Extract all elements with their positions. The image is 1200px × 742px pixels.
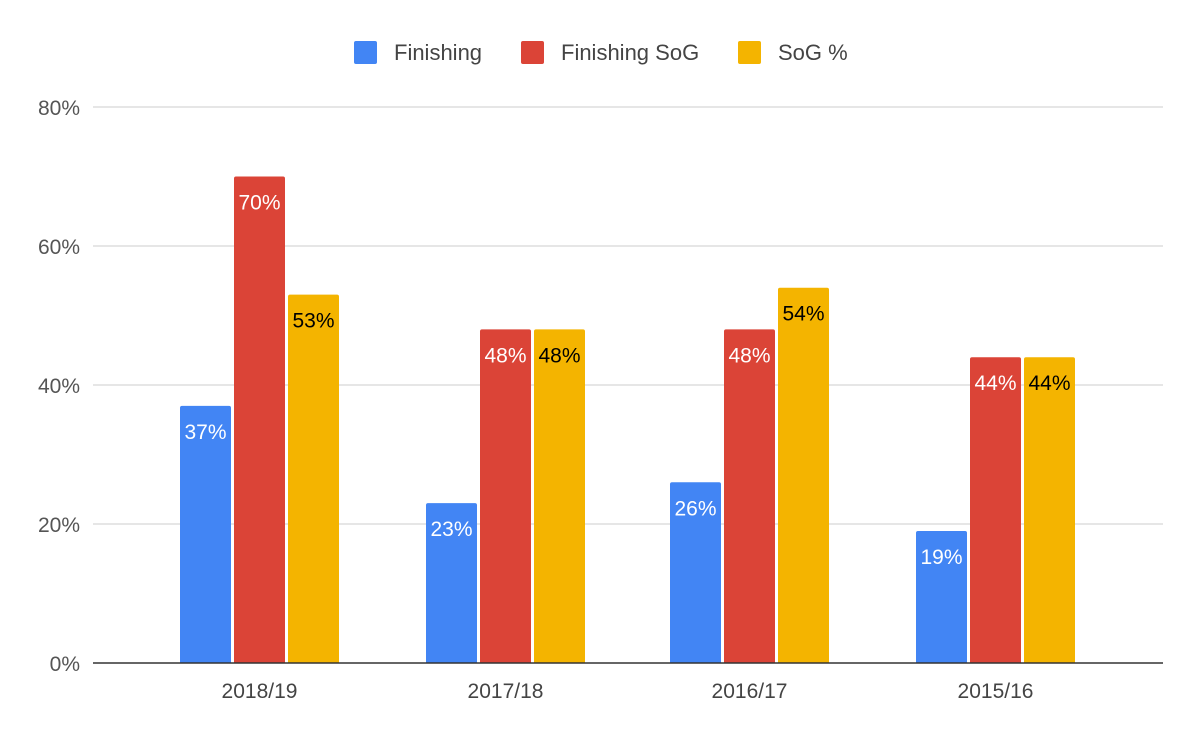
y-tick-label: 80% [38, 97, 80, 120]
bar [970, 357, 1021, 663]
legend-swatch [354, 41, 377, 64]
bar-group: 26% 48% 54% [670, 287, 829, 663]
bar [534, 329, 585, 663]
y-tick-label: 40% [38, 375, 80, 398]
bar [916, 530, 967, 663]
bar [724, 329, 775, 663]
bar [234, 176, 285, 663]
legend-label: Finishing SoG [561, 40, 699, 65]
bars: 37% 70% 53% 23% 48% 48% 26% 48% 54% 19% 44% 44% [180, 176, 1075, 663]
legend-swatch [521, 41, 544, 64]
bar [778, 287, 829, 663]
bar [426, 503, 477, 663]
legend-swatch [738, 41, 761, 64]
x-tick-label: 2017/18 [468, 680, 544, 703]
y-axis: 0% 20% 40% 60% 80% [38, 97, 80, 676]
data-label: 48% [538, 344, 580, 367]
data-label: 44% [1028, 372, 1070, 395]
legend: Finishing Finishing SoG SoG % [354, 40, 848, 65]
data-label: 44% [974, 372, 1016, 395]
legend-label: SoG % [778, 40, 848, 65]
data-label: 37% [184, 421, 226, 444]
data-label: 26% [674, 497, 716, 520]
data-label: 70% [238, 192, 280, 215]
data-label: 54% [782, 303, 824, 326]
bar-group: 19% 44% 44% [916, 357, 1075, 663]
legend-label: Finishing [394, 40, 482, 65]
data-label: 19% [920, 546, 962, 569]
x-tick-label: 2018/19 [222, 680, 298, 703]
data-label: 53% [292, 310, 334, 333]
x-tick-label: 2015/16 [958, 680, 1034, 703]
data-label: 48% [728, 344, 770, 367]
data-label: 48% [484, 344, 526, 367]
data-label: 23% [430, 518, 472, 541]
x-axis: 2018/19 2017/18 2016/17 2015/16 [222, 680, 1034, 703]
y-tick-label: 20% [38, 514, 80, 537]
legend-item: Finishing SoG [521, 40, 699, 65]
legend-item: SoG % [738, 40, 848, 65]
bar-group: 37% 70% 53% [180, 176, 339, 663]
bar [670, 482, 721, 663]
y-tick-label: 60% [38, 236, 80, 259]
legend-item: Finishing [354, 40, 482, 65]
bar-group: 23% 48% 48% [426, 329, 585, 663]
bar [1024, 357, 1075, 663]
y-tick-label: 0% [50, 653, 80, 676]
bar [288, 294, 339, 663]
bar [180, 405, 231, 663]
bar [480, 329, 531, 663]
x-tick-label: 2016/17 [712, 680, 788, 703]
